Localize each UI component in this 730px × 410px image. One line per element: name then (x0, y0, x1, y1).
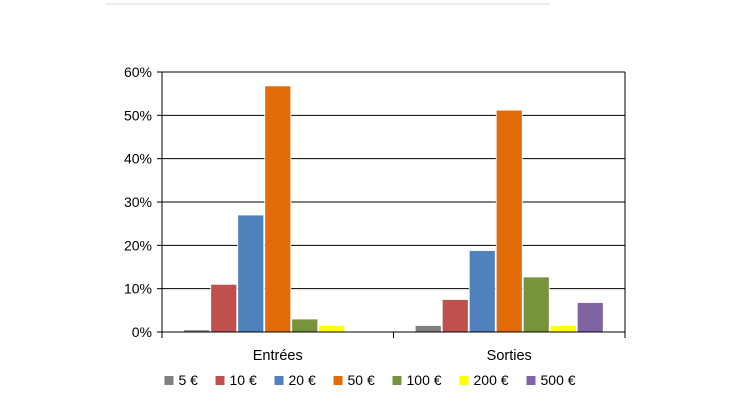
y-tick-label: 60% (124, 64, 152, 80)
legend-label: 100 € (407, 372, 442, 388)
bar-entres-5 (291, 318, 319, 333)
bar-sorties-7 (576, 302, 604, 333)
legend-label: 5 € (179, 372, 199, 388)
x-axis-category-labels: Entrées Sorties (253, 348, 532, 364)
y-tick-label: 30% (124, 194, 152, 210)
legend-swatch (526, 376, 536, 385)
legend-swatch (164, 376, 174, 385)
legend-label: 20 € (289, 372, 316, 388)
legend-swatch (392, 376, 402, 385)
x-category-label: Entrées (253, 348, 303, 364)
bars (183, 85, 604, 333)
y-tick-label: 40% (124, 151, 152, 167)
legend-swatch (215, 376, 225, 385)
y-tick-label: 10% (124, 281, 152, 297)
bar-sorties-4 (495, 109, 523, 333)
bar-entres-2 (210, 283, 238, 333)
bar-sorties-2 (441, 299, 469, 333)
legend-label: 200 € (474, 372, 509, 388)
y-tick-label: 50% (124, 107, 152, 123)
bar-sorties-6 (549, 325, 577, 333)
x-category-label: Sorties (487, 348, 532, 364)
bar-entres-4 (264, 85, 292, 333)
legend-swatch (333, 376, 343, 385)
axes (161, 72, 626, 338)
legend-label: 50 € (348, 372, 375, 388)
bar-entres-3 (237, 214, 265, 333)
legend-label: 500 € (541, 372, 576, 388)
legend-swatch (459, 376, 469, 385)
bar-entres-6 (318, 325, 346, 333)
bar-sorties-3 (468, 250, 496, 333)
legend-swatch (274, 376, 284, 385)
bar-sorties-5 (522, 276, 550, 333)
y-tick-label: 0% (132, 324, 152, 340)
y-tick-label: 20% (124, 237, 152, 253)
legend-label: 10 € (230, 372, 257, 388)
legend: 5 € 10 € 20 € 50 € 100 € 200 € 500 € (164, 372, 576, 388)
y-axis-tick-labels: 0% 10% 20% 30% 40% 50% 60% (124, 64, 152, 340)
bar-sorties-1 (414, 325, 442, 333)
